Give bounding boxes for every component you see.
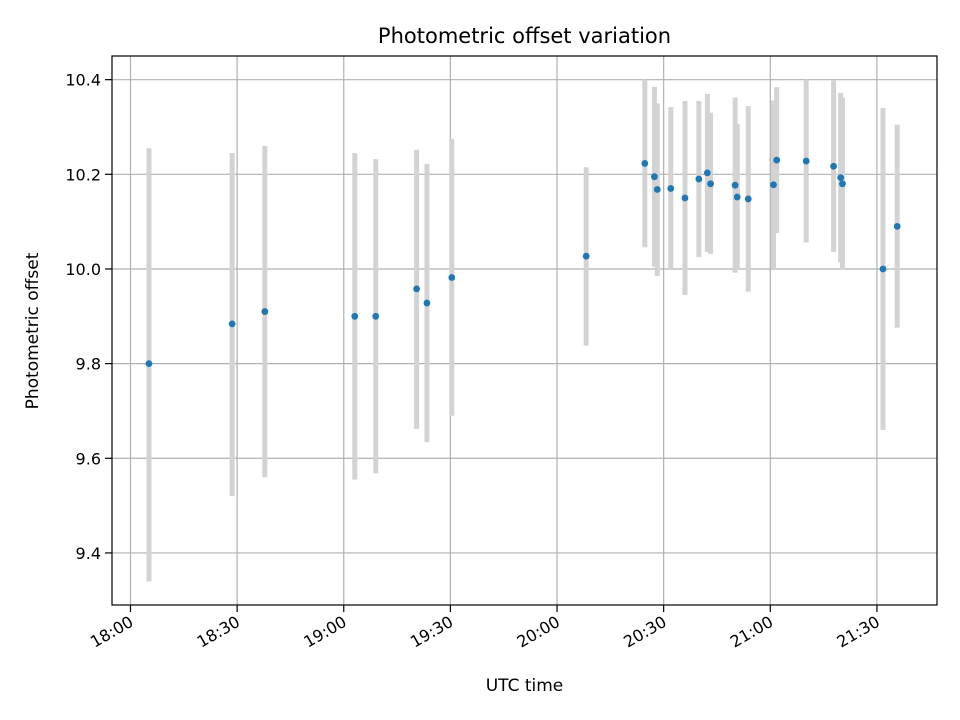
data-point	[731, 181, 739, 189]
markers	[145, 156, 901, 368]
x-tick-label: 20:30	[620, 612, 669, 652]
data-point	[145, 360, 153, 368]
x-axis: 18:00 18:30 19:00 19:30 20:00 20:30 21:00 21:30	[87, 605, 883, 652]
data-point	[667, 185, 675, 192]
data-point	[893, 222, 901, 230]
y-tick-label: 9.4	[76, 544, 101, 563]
y-tick-label: 9.8	[76, 355, 101, 374]
data-point	[582, 252, 590, 260]
x-tick-label: 19:30	[407, 612, 456, 652]
y-axis-label: Photometric offset	[23, 252, 43, 409]
x-tick-label: 21:30	[833, 612, 882, 652]
data-point	[423, 299, 431, 307]
data-point	[372, 312, 380, 320]
x-tick-label: 19:00	[300, 612, 349, 652]
data-point	[641, 160, 649, 167]
data-point	[653, 186, 661, 193]
data-point	[773, 156, 781, 164]
x-tick-label: 20:00	[514, 612, 563, 652]
y-tick-label: 10.2	[65, 165, 101, 184]
y-tick-label: 9.6	[76, 449, 101, 468]
data-point	[448, 274, 456, 281]
data-point	[802, 157, 810, 165]
plot-frame	[111, 55, 938, 606]
x-tick-label: 18:30	[194, 612, 243, 652]
data-point	[681, 194, 689, 202]
errorbars	[146, 79, 900, 582]
data-point	[261, 308, 269, 315]
data-point	[733, 193, 741, 201]
data-point	[695, 175, 703, 183]
data-point	[830, 162, 837, 170]
y-tick-label: 10.0	[65, 260, 101, 279]
data-point	[879, 265, 887, 273]
y-axis: 9.4 9.6 9.8 10.0 10.2 10.4	[65, 71, 112, 563]
x-axis-label: UTC time	[486, 676, 564, 696]
chart-title: Photometric offset variation	[378, 24, 671, 48]
x-tick-label: 21:00	[727, 612, 776, 652]
data-point	[228, 320, 236, 328]
data-point	[651, 173, 658, 181]
y-tick-label: 10.4	[65, 71, 101, 90]
grid	[112, 56, 937, 605]
data-point	[744, 195, 752, 203]
data-point	[837, 174, 845, 182]
data-point	[351, 312, 359, 320]
x-tick-label: 18:00	[87, 612, 136, 652]
data-point	[413, 285, 421, 293]
data-point	[839, 180, 846, 188]
data-point	[770, 181, 777, 189]
data-point	[703, 169, 711, 177]
data-point	[707, 180, 714, 188]
